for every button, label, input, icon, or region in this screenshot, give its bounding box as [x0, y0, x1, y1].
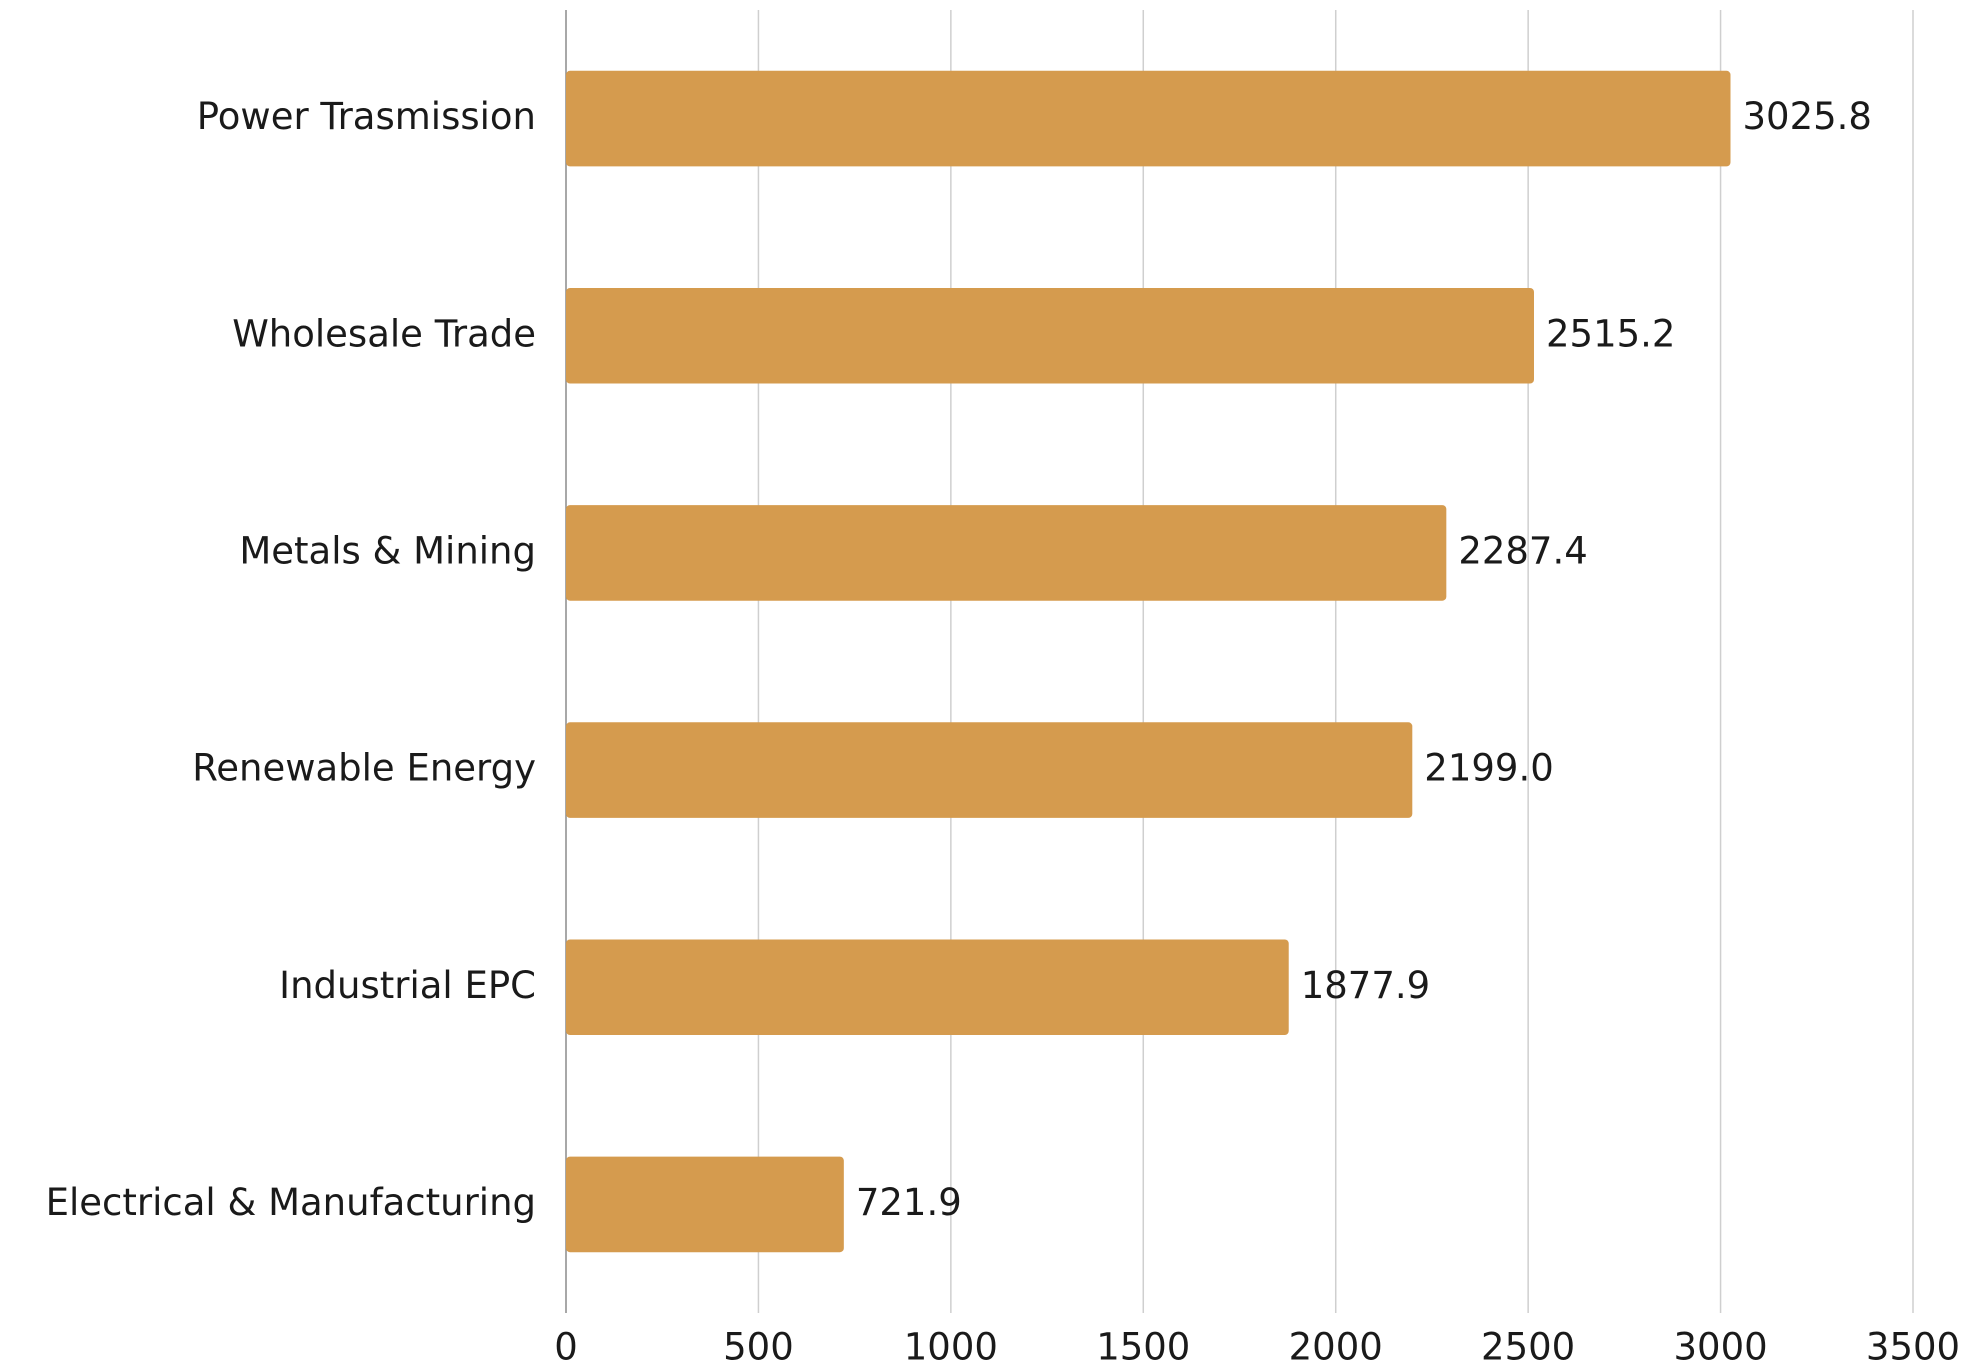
x-tick-label: 3500 — [1866, 1326, 1960, 1369]
x-tick-label: 2500 — [1481, 1326, 1575, 1369]
y-tick-label: Metals & Mining — [239, 529, 536, 572]
x-tick-label: 1500 — [1096, 1326, 1190, 1369]
y-tick-label: Power Trasmission — [197, 95, 536, 138]
data-label: 1877.9 — [1301, 964, 1430, 1007]
bar — [566, 1156, 844, 1253]
y-tick-label: Industrial EPC — [279, 964, 536, 1007]
x-tick-label: 3000 — [1673, 1326, 1767, 1369]
bar — [566, 505, 1447, 601]
bar — [566, 287, 1534, 384]
data-label: 3025.8 — [1743, 95, 1872, 138]
bar — [566, 70, 1731, 167]
y-tick-label: Electrical & Manufacturing — [46, 1181, 536, 1224]
y-tick-label: Renewable Energy — [192, 747, 536, 790]
x-tick-label: 500 — [723, 1326, 794, 1369]
x-tick-label: 0 — [554, 1326, 578, 1369]
data-label: 2287.4 — [1458, 529, 1587, 572]
x-tick-label: 1000 — [904, 1326, 998, 1369]
bar — [566, 722, 1413, 818]
x-tick-label: 2000 — [1289, 1326, 1383, 1369]
data-label: 721.9 — [856, 1181, 962, 1224]
bar — [566, 939, 1289, 1036]
y-tick-label: Wholesale Trade — [232, 312, 536, 355]
data-label: 2199.0 — [1424, 747, 1553, 790]
data-label: 2515.2 — [1546, 312, 1675, 355]
